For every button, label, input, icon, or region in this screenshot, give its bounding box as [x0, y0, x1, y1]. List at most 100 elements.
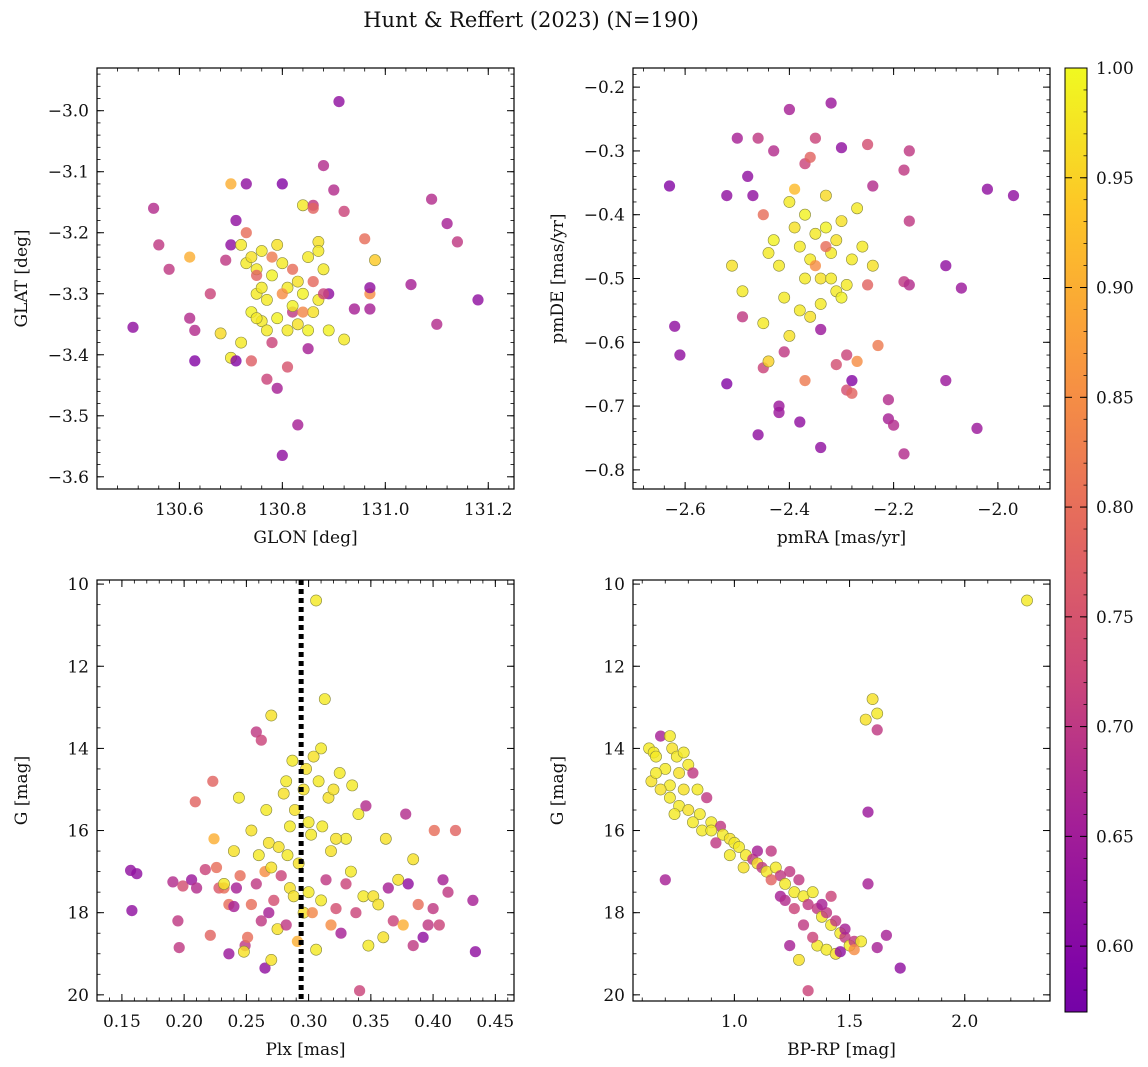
data-point — [789, 183, 801, 195]
data-point — [405, 279, 417, 291]
data-point — [846, 253, 858, 266]
y-axis-label: pmDE [mas/yr] — [548, 213, 568, 343]
data-point — [260, 804, 273, 816]
data-point — [426, 193, 438, 205]
data-point — [664, 791, 676, 804]
data-point — [815, 323, 827, 336]
data-point — [677, 746, 690, 759]
data-point — [894, 962, 906, 974]
data-point — [650, 767, 662, 779]
data-point — [747, 190, 759, 202]
data-point — [281, 324, 294, 337]
x-tick-label: 131.2 — [464, 500, 513, 520]
data-point — [422, 919, 434, 931]
data-point — [350, 907, 362, 919]
y-tick-label: −0.2 — [584, 78, 625, 98]
y-tick-label: −0.7 — [584, 397, 625, 417]
data-point — [344, 865, 357, 878]
data-point — [820, 241, 832, 253]
data-point — [674, 349, 686, 361]
data-point — [737, 861, 750, 874]
x-tick-label: 0.20 — [165, 1012, 203, 1032]
y-tick-label: −3.4 — [48, 346, 89, 366]
data-point — [721, 378, 733, 390]
data-point — [799, 272, 811, 285]
data-point — [855, 935, 867, 948]
data-point — [330, 903, 342, 915]
x-tick-label: 0.25 — [227, 1012, 265, 1032]
data-point — [834, 946, 846, 958]
data-point — [346, 779, 359, 792]
x-tick-label: −2.4 — [769, 500, 810, 520]
data-point — [263, 907, 275, 919]
data-point — [127, 321, 139, 333]
data-point — [265, 954, 278, 966]
data-point — [650, 750, 662, 763]
data-point — [705, 824, 718, 837]
data-point — [806, 886, 819, 899]
data-point — [234, 870, 246, 882]
data-point — [220, 254, 232, 266]
data-point — [820, 189, 832, 202]
data-point — [721, 190, 733, 202]
data-point — [882, 394, 895, 406]
data-point — [364, 282, 376, 294]
data-point — [888, 419, 900, 431]
data-point — [820, 221, 832, 234]
data-point — [189, 796, 201, 808]
data-point — [265, 861, 278, 874]
data-point — [235, 238, 247, 251]
data-point — [302, 324, 314, 337]
data-point — [793, 874, 805, 886]
data-point — [407, 853, 420, 866]
data-point — [276, 449, 288, 461]
x-axis-label: pmRA [mas/yr] — [777, 528, 906, 548]
data-point — [783, 103, 796, 116]
x-tick-label: −2.6 — [664, 500, 705, 520]
data-point — [230, 214, 242, 227]
data-point — [307, 306, 320, 318]
data-point — [291, 318, 304, 331]
y-tick-label: 18 — [67, 904, 89, 924]
data-point — [379, 832, 392, 845]
data-point — [871, 942, 883, 954]
data-point — [1007, 190, 1020, 202]
data-point — [250, 726, 262, 738]
data-point — [335, 927, 347, 939]
data-point — [433, 919, 445, 931]
data-point — [402, 878, 414, 890]
data-point — [186, 874, 198, 886]
panel-bottom-left: 0.15 0.20 0.25 0.30 0.35 0.40 0.45 10 12 14 16 18 20… — [12, 575, 515, 1060]
y-tick-label: −3.0 — [48, 102, 89, 122]
data-point — [693, 808, 706, 820]
colorbar-tick-label: 0.85 — [1096, 388, 1134, 408]
data-point — [315, 742, 327, 755]
panel-top-right: −2.6 −2.4 −2.2 −2.0 −0.8 −0.7 −0.6 −0.5 −0.4 −0.3… — [548, 67, 1051, 548]
scatter-points — [127, 96, 484, 461]
data-point — [232, 791, 245, 804]
data-point — [245, 355, 257, 367]
data-point — [292, 419, 304, 431]
data-point — [793, 240, 806, 253]
data-point — [189, 355, 201, 367]
data-point — [208, 833, 220, 845]
data-point — [276, 178, 288, 190]
data-point — [230, 355, 242, 367]
data-point — [784, 940, 796, 952]
data-point — [172, 915, 184, 927]
data-point — [830, 915, 842, 927]
data-point — [673, 767, 685, 779]
data-point — [223, 948, 235, 960]
data-point — [189, 324, 201, 336]
data-point — [338, 333, 350, 346]
data-point — [851, 355, 863, 367]
data-point — [330, 832, 342, 845]
data-point — [816, 898, 828, 911]
data-point — [372, 898, 385, 911]
data-point — [757, 317, 770, 330]
data-point — [268, 894, 280, 907]
data-point — [825, 97, 837, 109]
data-point — [898, 164, 910, 176]
data-point — [317, 160, 330, 172]
